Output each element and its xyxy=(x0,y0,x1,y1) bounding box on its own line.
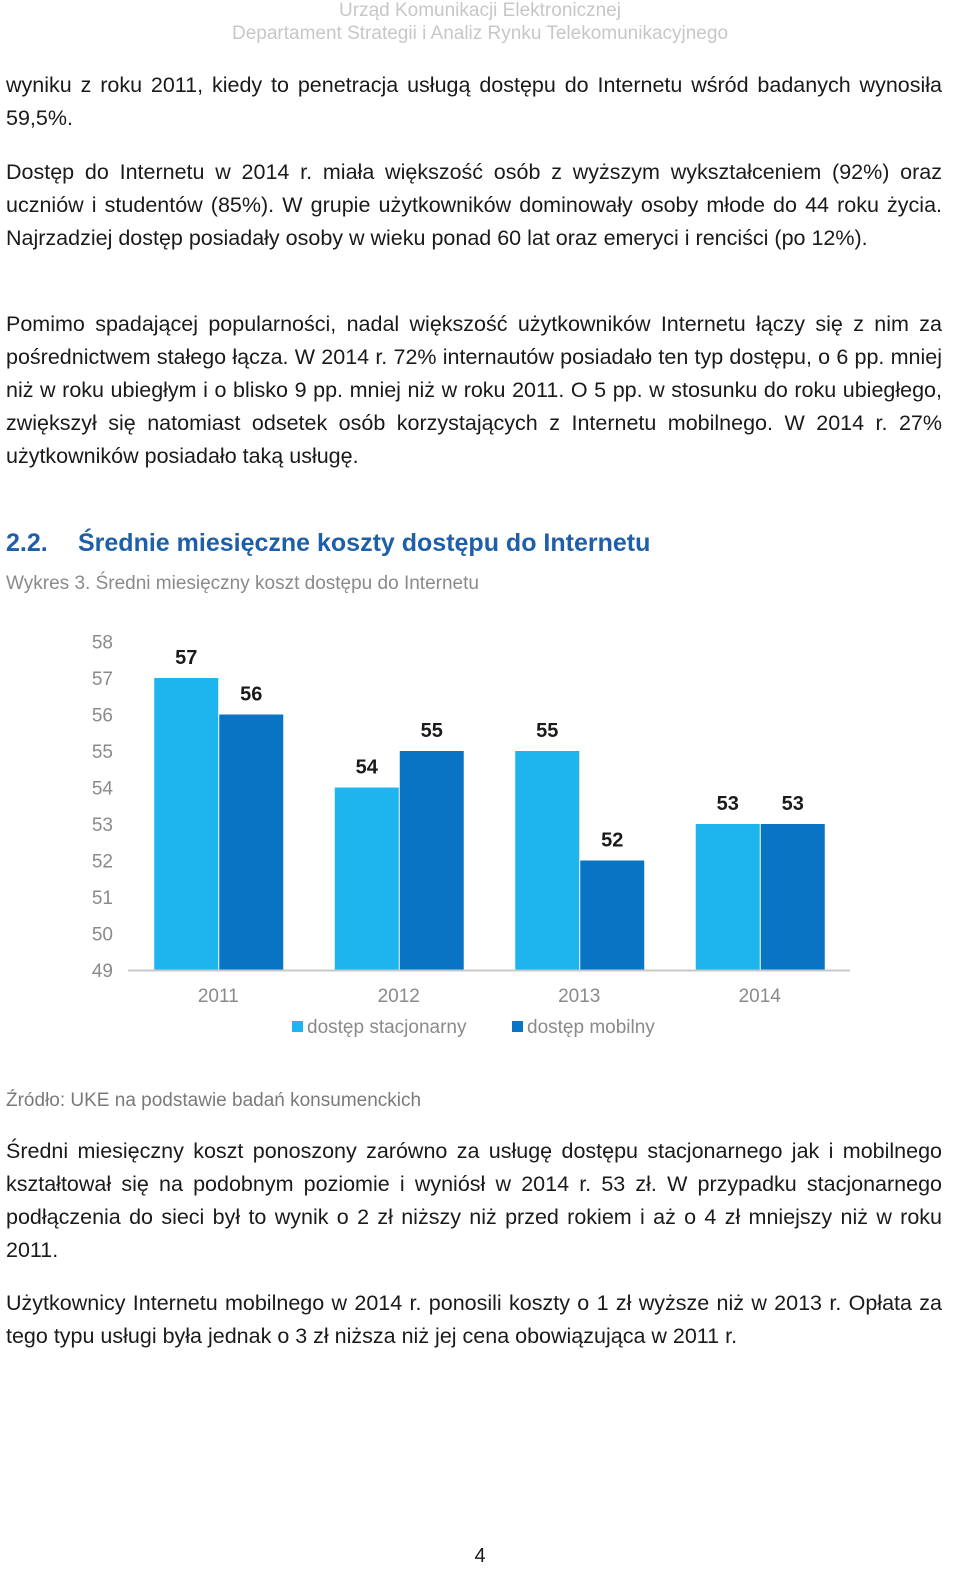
legend-swatch xyxy=(292,1021,303,1032)
data-label: 52 xyxy=(601,830,623,852)
figure-caption: Wykres 3. Średni miesięczny koszt dostęp… xyxy=(6,573,479,594)
data-label: 55 xyxy=(421,720,443,742)
bar xyxy=(334,787,399,970)
bar xyxy=(219,714,284,970)
header-department: Departament Strategii i Analiz Rynku Tel… xyxy=(231,23,729,44)
bar xyxy=(580,860,645,970)
legend-label: dostęp mobilny xyxy=(527,1017,655,1038)
paragraph-demographics: Dostęp do Internetu w 2014 r. miała więk… xyxy=(6,160,942,250)
paragraph-average-cost: Średni miesięczny koszt ponoszony zarówn… xyxy=(6,1139,942,1262)
x-tick-label: 2013 xyxy=(558,986,600,1007)
y-tick-label: 55 xyxy=(92,742,113,763)
y-tick-label: 51 xyxy=(92,888,113,909)
y-tick-label: 53 xyxy=(92,815,113,836)
y-tick-label: 54 xyxy=(92,779,114,800)
y-tick-label: 52 xyxy=(92,852,113,873)
data-label: 55 xyxy=(536,720,558,742)
x-tick-label: 2011 xyxy=(198,986,239,1007)
bar xyxy=(515,751,580,970)
source-note: Źródło: UKE na podstawie badań konsumenc… xyxy=(6,1090,422,1111)
y-tick-label: 56 xyxy=(92,706,113,727)
data-label: 53 xyxy=(717,793,739,815)
paragraph-mobile-cost: Użytkownicy Internetu mobilnego w 2014 r… xyxy=(6,1291,942,1348)
bar xyxy=(760,824,825,970)
legend-label: dostęp stacjonarny xyxy=(307,1017,467,1038)
page-number: 4 xyxy=(474,1545,486,1567)
data-label: 57 xyxy=(175,647,197,669)
section-number: 2.2. xyxy=(6,529,48,557)
data-label: 53 xyxy=(782,793,804,815)
data-label: 56 xyxy=(240,684,262,706)
cost-bar-chart: 58 57 56 55 54 53 52 51 50 49 57 56 2011 54 55 2012 55 52… xyxy=(92,633,850,1038)
legend-swatch xyxy=(512,1021,523,1032)
y-tick-label: 58 xyxy=(92,633,113,654)
bar xyxy=(154,678,219,970)
y-tick-label: 50 xyxy=(92,925,113,946)
x-tick-label: 2014 xyxy=(739,986,782,1007)
y-tick-label: 57 xyxy=(92,669,113,690)
bar xyxy=(399,751,464,970)
section-heading: 2.2. Średnie miesięczne koszty dostępu do… xyxy=(6,525,650,561)
y-tick-label: 49 xyxy=(92,961,113,982)
paragraph-penetration: wyniku z roku 2011, kiedy to penetracja … xyxy=(6,73,942,130)
x-tick-label: 2012 xyxy=(378,986,420,1007)
data-label: 54 xyxy=(356,757,379,779)
bar xyxy=(695,824,760,970)
section-title: Średnie miesięczne koszty dostępu do Int… xyxy=(78,529,651,557)
header-institution: Urząd Komunikacji Elektronicznej xyxy=(339,0,621,21)
paragraph-access-type: Pomimo spadającej popularności, nadal wi… xyxy=(6,312,942,468)
